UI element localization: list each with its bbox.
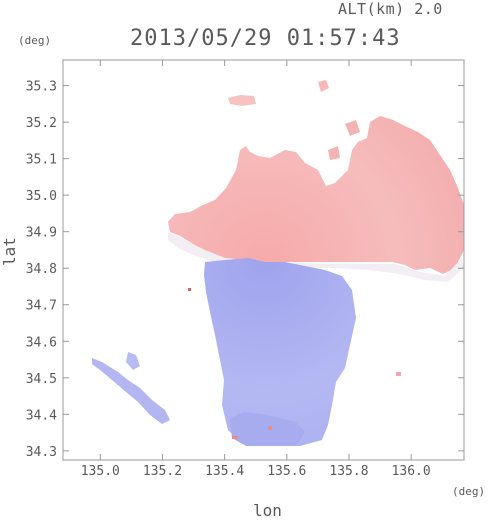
axis-ticks: 135.0 135.2 135.4 135.6 135.8 136.0 35.3 35.2 35…: [26, 60, 464, 479]
approaching-echo-patch: [126, 352, 140, 370]
x-tick-label: 136.0: [392, 464, 431, 479]
y-axis-unit: (deg): [18, 34, 52, 47]
y-tick-label: 34.4: [26, 408, 57, 423]
approaching-echo-patch: [92, 358, 170, 424]
x-axis-label: lon: [253, 501, 282, 520]
approaching-echo-region: [204, 258, 356, 446]
echo-speck: [268, 426, 272, 430]
y-tick-label: 35.2: [26, 116, 57, 131]
plot-frame: [62, 59, 465, 461]
receding-echo-patch: [228, 95, 256, 106]
x-tick-label: 135.6: [267, 464, 306, 479]
y-tick-label: 34.5: [26, 372, 57, 387]
y-axis-label: lat: [0, 237, 19, 266]
y-tick-label: 35.0: [26, 189, 57, 204]
x-axis-unit: (deg): [452, 485, 486, 498]
echo-speck: [188, 288, 191, 291]
y-tick-label: 34.7: [26, 299, 57, 314]
y-tick-label: 34.6: [26, 335, 57, 350]
echo-speck: [396, 372, 401, 376]
x-tick-label: 135.4: [205, 464, 244, 479]
echo-speck: [232, 436, 238, 439]
x-tick-label: 135.2: [143, 464, 182, 479]
receding-echo-patch: [328, 146, 340, 160]
y-tick-label: 34.9: [26, 226, 57, 241]
x-tick-label: 135.8: [329, 464, 368, 479]
y-tick-label: 35.3: [26, 80, 57, 95]
receding-echo-region: [168, 116, 464, 274]
radar-echo-field: [92, 80, 464, 446]
y-tick-label: 34.3: [26, 445, 57, 460]
y-tick-label: 34.8: [26, 262, 57, 277]
receding-echo-patch: [345, 120, 360, 136]
receding-echo-patch: [318, 80, 329, 92]
scan-timestamp: 2013/05/29 01:57:43: [130, 26, 401, 51]
approaching-echo-patch: [230, 412, 305, 446]
x-tick-label: 135.0: [81, 464, 120, 479]
altitude-label: ALT(km) 2.0: [338, 0, 443, 18]
y-tick-label: 35.1: [26, 153, 57, 168]
zero-velocity-band: [168, 232, 464, 282]
